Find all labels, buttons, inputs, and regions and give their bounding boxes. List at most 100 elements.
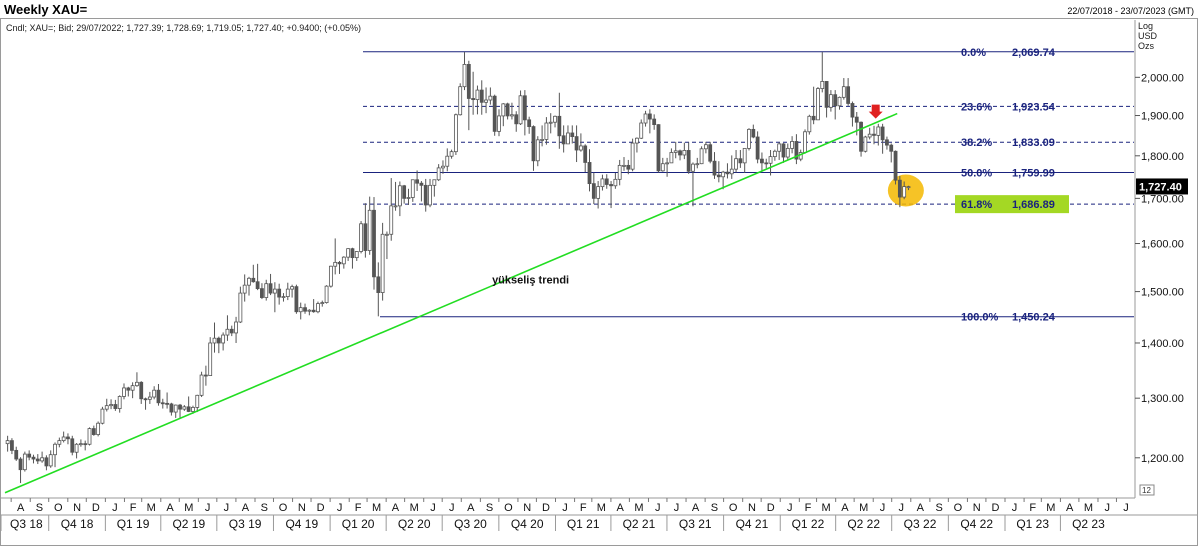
x-month-label: A xyxy=(1066,502,1074,514)
candle-body xyxy=(212,337,217,344)
candle-body xyxy=(40,457,44,462)
candle-body xyxy=(346,248,351,258)
y-tick-label: 1,700.00 xyxy=(1141,193,1184,205)
candle-body xyxy=(87,428,92,445)
x-month-label: A xyxy=(166,502,174,514)
x-month-label: A xyxy=(917,502,925,514)
candle-body xyxy=(143,398,148,401)
candle-body xyxy=(277,288,282,298)
candle-body xyxy=(165,402,169,405)
x-month-label: J xyxy=(337,502,343,514)
x-month-label: A xyxy=(242,502,250,514)
candle-body xyxy=(570,132,575,137)
candle-body xyxy=(587,162,592,185)
candle-body xyxy=(790,141,794,149)
candle-body xyxy=(747,128,751,149)
x-quarter-label: Q3 18 xyxy=(10,517,43,531)
fib-value-label: 1,686.89 xyxy=(1012,199,1055,211)
candle-body xyxy=(458,86,463,116)
x-month-label: N xyxy=(973,502,981,514)
x-quarter-label: Q4 19 xyxy=(285,517,318,531)
candle-body xyxy=(160,402,165,405)
candle-body xyxy=(268,283,273,294)
candle-body xyxy=(479,89,484,103)
scale-badge-box[interactable] xyxy=(1139,484,1155,496)
candle-body xyxy=(794,141,799,160)
y-tick-label: 1,300.00 xyxy=(1141,393,1184,405)
candle-body xyxy=(70,438,75,453)
candle-body xyxy=(557,115,562,137)
candle-body xyxy=(635,137,639,144)
candle-body xyxy=(311,309,316,313)
candle-body xyxy=(466,64,471,99)
x-month-label: M xyxy=(597,502,606,514)
y-tick-label: 1,900.00 xyxy=(1141,111,1184,123)
uptrend-line[interactable] xyxy=(4,112,898,494)
candle-body xyxy=(247,277,251,286)
x-quarter-label: Q3 21 xyxy=(679,517,712,531)
y-tick-label: 1,800.00 xyxy=(1141,151,1184,163)
trend-annotation: yükseliş trendi xyxy=(492,274,569,286)
candle-body xyxy=(341,256,346,265)
candle-body xyxy=(48,454,53,467)
candle-body xyxy=(471,98,476,101)
candle-body xyxy=(742,147,747,164)
candle-body xyxy=(281,296,286,298)
candle-body xyxy=(242,284,247,294)
candle-body xyxy=(872,133,876,136)
x-month-label: F xyxy=(355,502,362,514)
x-month-label: M xyxy=(184,502,193,514)
candle-body xyxy=(255,281,260,290)
candle-body xyxy=(522,95,527,121)
candle-body xyxy=(540,139,544,141)
y-tick-label: 1,500.00 xyxy=(1141,287,1184,299)
candle-body xyxy=(880,126,885,141)
x-quarter-label: Q2 23 xyxy=(1072,517,1105,531)
candle-body xyxy=(100,408,105,424)
chart-title: Weekly XAU= xyxy=(4,2,88,17)
candle-body xyxy=(647,113,652,120)
candle-body xyxy=(656,124,661,172)
candle-body xyxy=(436,167,441,181)
x-month-label: F xyxy=(1029,502,1036,514)
candle-body xyxy=(393,205,398,208)
candle-body xyxy=(841,86,846,98)
candle-body xyxy=(156,389,161,404)
x-quarter-label: Q2 22 xyxy=(847,517,880,531)
candle-body xyxy=(785,147,790,158)
candle-body xyxy=(238,292,243,323)
candle-body xyxy=(609,184,613,187)
candle-body xyxy=(359,223,363,252)
candle-body xyxy=(350,248,355,259)
x-month-label: J xyxy=(205,502,211,514)
candle-body xyxy=(104,405,109,410)
x-month-label: M xyxy=(372,502,381,514)
candle-body xyxy=(544,122,549,140)
candle-body xyxy=(96,422,101,435)
x-month-label: A xyxy=(616,502,624,514)
x-quarter-label: Q4 21 xyxy=(736,517,769,531)
fib-pct-label: 0.0% xyxy=(961,47,986,59)
candle-body xyxy=(130,385,135,391)
x-quarter-label: Q2 19 xyxy=(172,517,205,531)
candle-body xyxy=(264,283,269,298)
candle-body xyxy=(337,261,342,265)
x-month-label: O xyxy=(504,502,513,514)
x-month-label: S xyxy=(36,502,43,514)
candle-body xyxy=(527,119,532,127)
candle-body xyxy=(229,328,234,334)
candle-body xyxy=(376,276,381,293)
candle-body xyxy=(199,374,204,396)
candle-body xyxy=(514,114,519,125)
candle-body xyxy=(113,404,118,409)
candle-body xyxy=(484,99,488,103)
fib-pct-label: 100.0% xyxy=(961,312,999,324)
candle-body xyxy=(419,182,424,186)
x-month-label: O xyxy=(54,502,63,514)
candle-body xyxy=(328,265,333,287)
candle-body xyxy=(488,95,493,101)
x-quarter-label: Q1 19 xyxy=(117,517,150,531)
scale-badge-label: 12 xyxy=(1142,486,1151,495)
last-price-label: 1,727.40 xyxy=(1139,181,1182,193)
